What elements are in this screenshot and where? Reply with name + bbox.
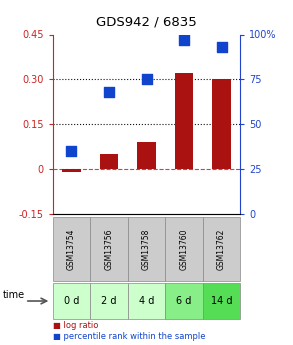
Text: GSM13762: GSM13762: [217, 229, 226, 270]
Point: [69, 148, 74, 154]
Text: time: time: [3, 290, 25, 300]
Point: [182, 37, 186, 43]
Text: 6 d: 6 d: [176, 296, 192, 306]
Bar: [212, 79, 231, 169]
Text: GSM13754: GSM13754: [67, 228, 76, 270]
Point: [219, 44, 224, 50]
Text: GSM13756: GSM13756: [105, 228, 113, 270]
Bar: [100, 154, 118, 169]
Text: 14 d: 14 d: [211, 296, 232, 306]
Text: ■ log ratio: ■ log ratio: [53, 322, 98, 331]
Text: 0 d: 0 d: [64, 296, 79, 306]
Point: [107, 89, 111, 95]
Bar: [62, 169, 81, 172]
Text: ■ percentile rank within the sample: ■ percentile rank within the sample: [53, 332, 205, 341]
Text: GSM13760: GSM13760: [180, 228, 188, 270]
Bar: [137, 142, 156, 169]
Bar: [175, 73, 193, 169]
Text: 2 d: 2 d: [101, 296, 117, 306]
Point: [144, 77, 149, 82]
Text: 4 d: 4 d: [139, 296, 154, 306]
Text: GDS942 / 6835: GDS942 / 6835: [96, 16, 197, 29]
Text: GSM13758: GSM13758: [142, 229, 151, 270]
